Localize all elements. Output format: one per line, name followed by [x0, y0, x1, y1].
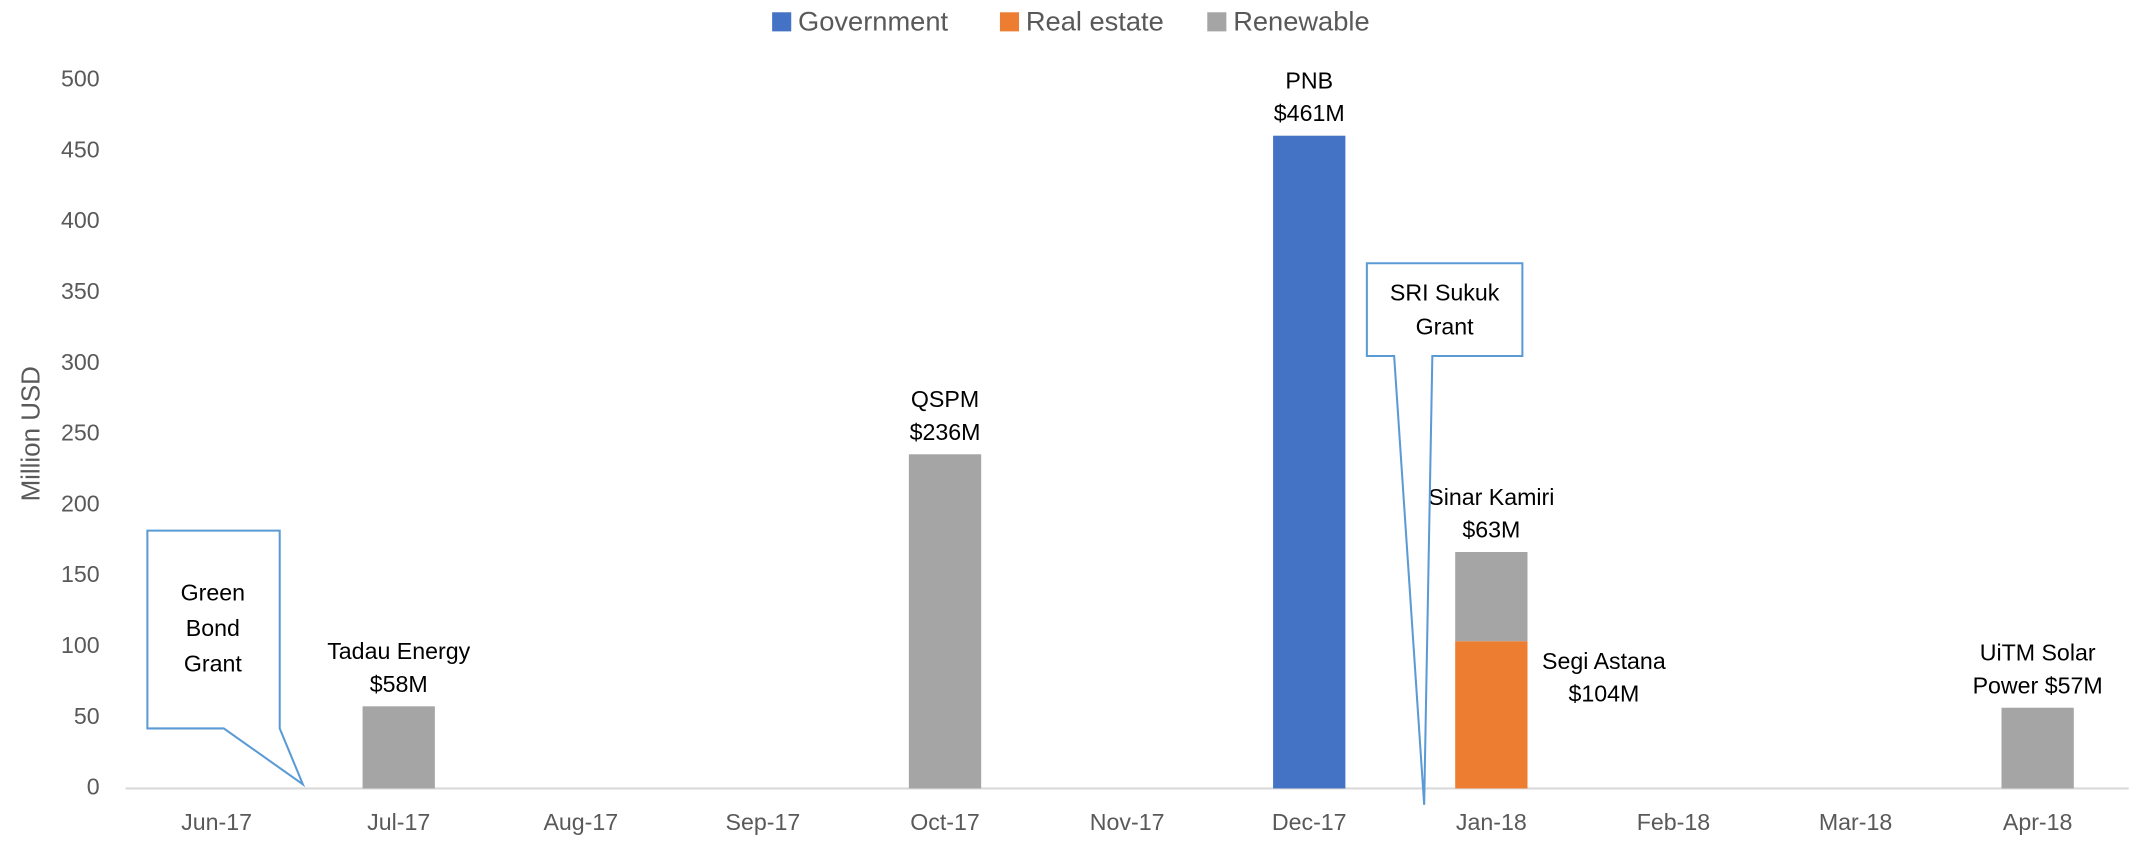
callout-line: Grant [184, 651, 243, 677]
data-label-line: $236M [910, 419, 981, 445]
legend-label: Real estate [1026, 5, 1164, 36]
data-label-line: PNB [1285, 68, 1333, 94]
legend-swatch [1207, 12, 1227, 32]
legend-swatch [999, 12, 1020, 32]
y-tick-label: 150 [61, 561, 100, 587]
legend-label: Government [798, 5, 948, 36]
x-tick-label: Sep-17 [726, 809, 801, 835]
data-label-line: Power $57M [1973, 672, 2103, 698]
callout [1365, 262, 1524, 805]
callout-line: Bond [186, 615, 240, 641]
y-tick-label: 450 [61, 136, 100, 162]
y-tick-label: 200 [61, 490, 100, 516]
legend-label: Renewable [1233, 5, 1369, 36]
y-tick-label: 350 [61, 278, 100, 304]
data-label-line: Sinar Kamiri [1428, 484, 1554, 510]
bar [2001, 707, 2074, 789]
data-label-line: $104M [1568, 681, 1639, 707]
x-tick-label: Jun-17 [181, 809, 252, 835]
bar [1455, 641, 1528, 789]
y-tick-label: 100 [61, 632, 100, 658]
data-label-line: QSPM [911, 386, 979, 412]
y-tick-label: 400 [61, 207, 100, 233]
bar [908, 454, 982, 789]
y-tick-label: 50 [74, 703, 100, 729]
data-label-line: $63M [1462, 517, 1520, 543]
x-tick-label: Nov-17 [1090, 809, 1165, 835]
data-label-line: Segi Astana [1542, 648, 1666, 674]
bar [1455, 551, 1528, 642]
x-tick-label: Mar-18 [1819, 809, 1892, 835]
callout-line: Grant [1416, 314, 1475, 340]
y-tick-label: 500 [61, 66, 100, 92]
callout-text: SRI Sukuk Grant [1390, 280, 1500, 340]
x-tick-label: Aug-17 [543, 809, 618, 835]
data-label: PNB $461M [1274, 68, 1345, 127]
data-label-line: UiTM Solar [1980, 640, 2096, 666]
legend-swatch [772, 12, 792, 32]
data-label: Sinar Kamiri $63M [1428, 484, 1554, 543]
x-tick-label: Jan-18 [1456, 809, 1527, 835]
y-tick-label: 300 [61, 349, 100, 375]
x-tick-label: Oct-17 [910, 809, 980, 835]
callout-line: SRI Sukuk [1390, 280, 1500, 306]
callout [146, 529, 306, 788]
x-tick-label: Feb-18 [1637, 809, 1710, 835]
data-label-line: $461M [1274, 100, 1345, 126]
y-tick-label: 250 [61, 420, 100, 446]
callout-line: Green [181, 580, 245, 606]
x-tick-label: Apr-18 [2003, 809, 2073, 835]
x-tick-label: Dec-17 [1272, 809, 1347, 835]
y-axis-label: Million USD [18, 366, 46, 501]
data-label-line: $58M [370, 671, 428, 697]
bar [1273, 135, 1346, 789]
data-label: Segi Astana $104M [1542, 648, 1666, 707]
y-tick-label: 0 [87, 774, 100, 800]
x-tick-label: Jul-17 [367, 809, 430, 835]
data-label-line: Tadau Energy [327, 638, 470, 664]
data-label: Tadau Energy $58M [327, 638, 470, 697]
bar [362, 706, 435, 789]
callout-text: Green Bond Grant [181, 580, 245, 677]
data-label: QSPM $236M [910, 386, 981, 445]
data-label: UiTM Solar Power $57M [1973, 640, 2103, 699]
